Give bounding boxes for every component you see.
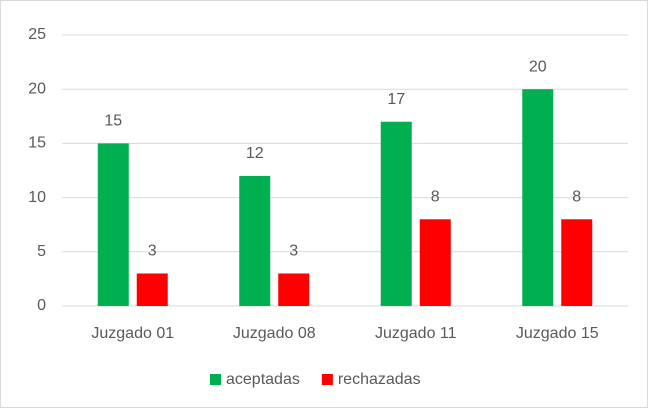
y-tick-label: 0	[37, 297, 46, 314]
data-label: 8	[431, 188, 440, 205]
y-tick-label: 20	[28, 80, 46, 97]
data-label: 3	[148, 243, 157, 260]
x-tick-label: Juzgado 11	[375, 325, 457, 342]
data-label: 17	[387, 91, 405, 108]
bar	[97, 143, 129, 306]
data-label: 15	[104, 113, 122, 130]
data-label: 3	[289, 243, 298, 260]
x-tick-label: Juzgado 01	[91, 325, 174, 342]
y-tick-label: 5	[37, 243, 46, 260]
data-label: 8	[572, 188, 581, 205]
bar	[136, 273, 168, 306]
x-tick-label: Juzgado 15	[516, 325, 599, 342]
x-tick-label: Juzgado 08	[233, 325, 316, 342]
bar	[419, 219, 451, 306]
y-tick-label: 25	[28, 26, 46, 43]
data-label: 12	[246, 145, 264, 162]
bar	[239, 175, 271, 306]
y-tick-label: 15	[28, 135, 46, 152]
data-label: 20	[529, 58, 547, 75]
legend-label: aceptadas	[226, 371, 300, 388]
bar	[278, 273, 310, 306]
bar	[522, 89, 554, 306]
legend-swatch	[210, 374, 221, 385]
bar	[561, 219, 593, 306]
bar	[380, 121, 412, 306]
legend-label: rechazadas	[338, 371, 421, 388]
legend-swatch	[321, 374, 333, 385]
y-tick-label: 10	[28, 189, 46, 206]
